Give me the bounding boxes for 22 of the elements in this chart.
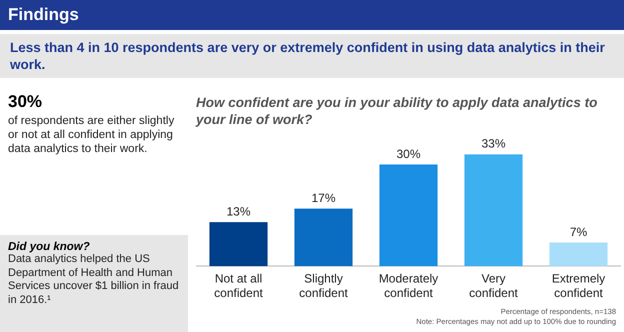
bar	[464, 154, 523, 266]
bar	[209, 222, 268, 266]
data-label: 33%	[481, 136, 506, 151]
x-tick-label: Moderately confident	[378, 272, 438, 300]
text: of respondents are either slightly or not at all confident in applying data analytics to their work.	[8, 114, 176, 156]
text: 30%	[8, 92, 42, 112]
x-tick-label: Not at all confident	[214, 272, 264, 300]
text: Did you know?	[8, 241, 91, 253]
bar	[294, 208, 353, 266]
bar	[379, 164, 438, 266]
data-label: 13%	[226, 204, 251, 218]
data-label: 7%	[570, 224, 588, 239]
text: Less than 4 in 10 respondents are very or extremely confident in using data analytics in their work.	[0, 34, 624, 78]
x-tick-label: Extremely confident	[552, 272, 606, 300]
text: Findings	[0, 0, 624, 30]
data-label: 17%	[311, 190, 336, 205]
x-tick-label: Slightly confident	[299, 272, 349, 300]
bar	[549, 242, 608, 266]
x-tick-label: Very confident	[469, 272, 519, 300]
text: Data analytics helped the US Department of Health and Human Services uncover $1 billion in fraud in 2016.¹	[8, 253, 180, 307]
data-label: 30%	[396, 146, 421, 161]
chart-title: How confident are you in your ability to apply data analytics to your line of work?	[196, 94, 598, 128]
